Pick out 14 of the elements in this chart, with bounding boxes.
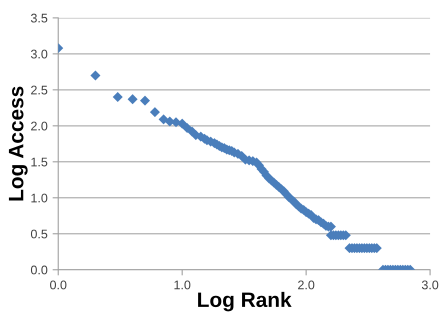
y-tick-label: 2.0 — [31, 122, 48, 130]
y-tick-label: 0.0 — [30, 266, 48, 274]
x-tick-label: 0.0 — [50, 280, 66, 290]
y-tick-label: 1.5 — [31, 158, 48, 166]
y-tick-label: 3.0 — [30, 50, 48, 59]
y-tick-label: 0.5 — [30, 230, 48, 238]
x-tick-label: 1.0 — [174, 280, 190, 290]
y-tick-label: 3.5 — [30, 14, 48, 23]
x-tick-label: 2.0 — [298, 280, 314, 290]
x-tick-label: 3.0 — [422, 280, 438, 290]
y-tick-label: 1.0 — [31, 194, 48, 202]
y-axis-title: Log Access — [8, 86, 28, 200]
y-tick-label: 2.5 — [31, 86, 48, 94]
x-axis-title: Log Rank — [198, 292, 292, 312]
